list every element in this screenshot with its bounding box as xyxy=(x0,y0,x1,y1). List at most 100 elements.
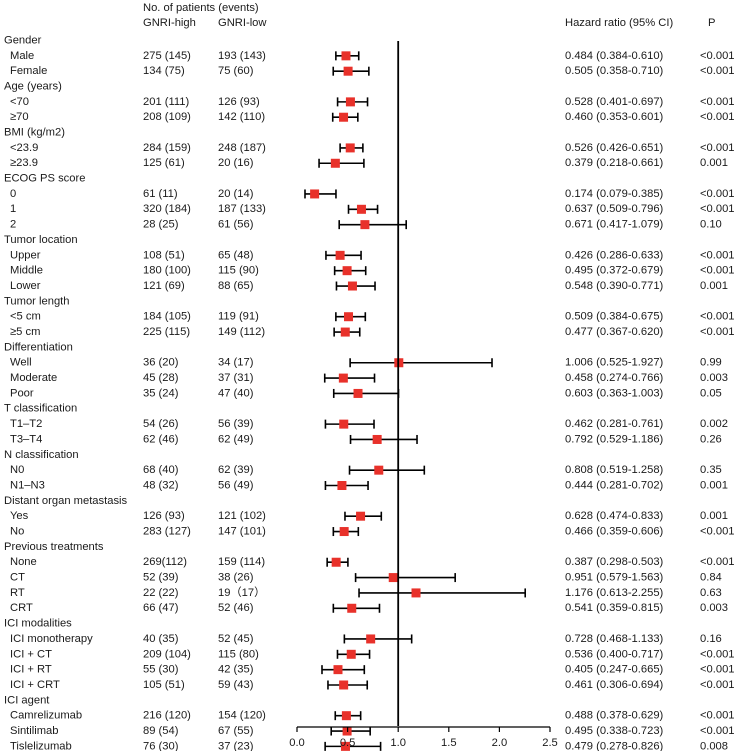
x-tick-label: 0.0 xyxy=(289,737,305,749)
gnri-low-count: 62 (49) xyxy=(218,433,254,445)
subgroup-label: N0 xyxy=(10,464,24,476)
p-value: <0.001 xyxy=(700,50,735,62)
hazard-ratio-value: 0.458 (0.274-0.766) xyxy=(565,372,664,384)
p-value: <0.001 xyxy=(700,203,735,215)
p-value: <0.001 xyxy=(700,326,735,338)
p-value: <0.001 xyxy=(700,65,735,77)
p-value: 0.35 xyxy=(700,464,722,476)
p-value: 0.002 xyxy=(700,418,728,430)
p-value: <0.001 xyxy=(700,664,735,676)
gnri-low-count: 149 (112) xyxy=(218,326,265,338)
hazard-ratio-value: 0.792 (0.529-1.186) xyxy=(565,433,664,445)
p-value: <0.001 xyxy=(700,525,735,537)
hazard-ratio-value: 0.495 (0.372-0.679) xyxy=(565,265,664,277)
gnri-high-count: 61 (11) xyxy=(143,188,178,200)
subgroup-label: <5 cm xyxy=(10,311,41,323)
hazard-ratio-value: 0.548 (0.390-0.771) xyxy=(565,280,664,292)
gnri-low-count: 75 (60) xyxy=(218,65,254,77)
subgroup-label: 1 xyxy=(10,203,16,215)
gnri-high-count: 55 (30) xyxy=(143,664,179,676)
gnri-high-count: 54 (26) xyxy=(143,418,179,430)
hazard-ratio-value: 0.488 (0.378-0.629) xyxy=(565,710,664,722)
hazard-ratio-marker xyxy=(372,434,382,444)
gnri-low-count: 20 (14) xyxy=(218,188,254,200)
hazard-ratio-marker xyxy=(366,634,376,644)
hazard-ratio-marker xyxy=(346,649,356,659)
p-value: 0.10 xyxy=(700,219,722,231)
hazard-ratio-header: Hazard ratio (95% CI) xyxy=(565,17,673,29)
group-label: Distant organ metastasis xyxy=(4,495,128,507)
subgroup-label: CRT xyxy=(10,602,33,614)
gnri-high-count: 28 (25) xyxy=(143,219,179,231)
x-tick-label: 0.5 xyxy=(340,737,356,749)
p-value: 0.16 xyxy=(700,633,722,645)
hazard-ratio-value: 0.174 (0.079-0.385) xyxy=(565,188,664,200)
subgroup-label: RT xyxy=(10,587,25,599)
x-tick-label: 1.5 xyxy=(441,737,457,749)
hazard-ratio-marker xyxy=(339,419,349,429)
group-label: Tumor length xyxy=(4,295,70,307)
group-label: Previous treatments xyxy=(4,541,104,553)
gnri-low-count: 154 (120) xyxy=(218,710,266,722)
subgroup-label: ≥5 cm xyxy=(10,326,40,338)
gnri-high-count: 184 (105) xyxy=(143,311,191,323)
gnri-low-count: 62 (39) xyxy=(218,464,254,476)
p-value: <0.001 xyxy=(700,556,735,568)
p-value: <0.001 xyxy=(700,679,735,691)
hazard-ratio-value: 0.444 (0.281-0.702) xyxy=(565,479,664,491)
p-value-header: P xyxy=(708,17,715,29)
subgroup-label: Upper xyxy=(10,249,41,261)
subgroup-label: <23.9 xyxy=(10,142,38,154)
x-tick-label: 1.0 xyxy=(390,737,406,749)
subgroup-label: ICI + CRT xyxy=(10,679,60,691)
gnri-high-count: 225 (115) xyxy=(143,326,190,338)
gnri-low-count: 37 (23) xyxy=(218,740,254,751)
hazard-ratio-marker xyxy=(330,158,340,168)
gnri-high-header: GNRI-high xyxy=(143,17,196,29)
p-value: 0.003 xyxy=(700,372,728,384)
hazard-ratio-value: 0.808 (0.519-1.258) xyxy=(565,464,664,476)
p-value: 0.63 xyxy=(700,587,722,599)
p-value: 0.003 xyxy=(700,602,728,614)
gnri-high-count: 105 (51) xyxy=(143,679,185,691)
gnri-high-count: 121 (69) xyxy=(143,280,185,292)
subgroup-label: Sintilimab xyxy=(10,725,59,737)
gnri-high-count: 62 (46) xyxy=(143,433,179,445)
gnri-low-count: 67 (55) xyxy=(218,725,254,737)
hazard-ratio-marker xyxy=(338,373,348,383)
hazard-ratio-value: 0.460 (0.353-0.601) xyxy=(565,111,664,123)
group-label: ICI modalities xyxy=(4,618,72,630)
group-label: BMI (kg/m2) xyxy=(4,127,65,139)
subgroup-label: ICI monotherapy xyxy=(10,633,93,645)
hazard-ratio-marker xyxy=(347,281,357,291)
gnri-high-count: 269(112) xyxy=(143,556,187,568)
gnri-low-count: 126 (93) xyxy=(218,96,260,108)
gnri-high-count: 48 (32) xyxy=(143,479,179,491)
subgroup-label: ≥23.9 xyxy=(10,157,38,169)
gnri-high-count: 89 (54) xyxy=(143,725,179,737)
hazard-ratio-value: 0.509 (0.384-0.675) xyxy=(565,311,664,323)
subgroup-label: Poor xyxy=(10,387,34,399)
hazard-ratio-marker xyxy=(333,665,343,675)
gnri-low-count: 52 (46) xyxy=(218,602,254,614)
gnri-low-count: 159 (114) xyxy=(218,556,265,568)
hazard-ratio-value: 0.541 (0.359-0.815) xyxy=(565,602,664,614)
gnri-high-count: 22 (22) xyxy=(143,587,179,599)
hazard-ratio-value: 0.728 (0.468-1.133) xyxy=(565,633,664,645)
hazard-ratio-marker xyxy=(331,557,341,567)
gnri-high-count: 108 (51) xyxy=(143,249,185,261)
hazard-ratio-value: 0.405 (0.247-0.665) xyxy=(565,664,664,676)
hazard-ratio-value: 0.387 (0.298-0.503) xyxy=(565,556,664,568)
gnri-high-count: 320 (184) xyxy=(143,203,191,215)
hazard-ratio-marker xyxy=(360,220,370,230)
group-label: ICI agent xyxy=(4,694,50,706)
subgroup-label: 0 xyxy=(10,188,16,200)
subgroup-label: Yes xyxy=(10,510,29,522)
gnri-low-count: 142 (110) xyxy=(218,111,265,123)
hazard-ratio-value: 0.526 (0.426-0.651) xyxy=(565,142,664,154)
p-value: <0.001 xyxy=(700,142,735,154)
gnri-low-count: 56 (39) xyxy=(218,418,254,430)
p-value: <0.001 xyxy=(700,188,735,200)
gnri-high-count: 66 (47) xyxy=(143,602,179,614)
